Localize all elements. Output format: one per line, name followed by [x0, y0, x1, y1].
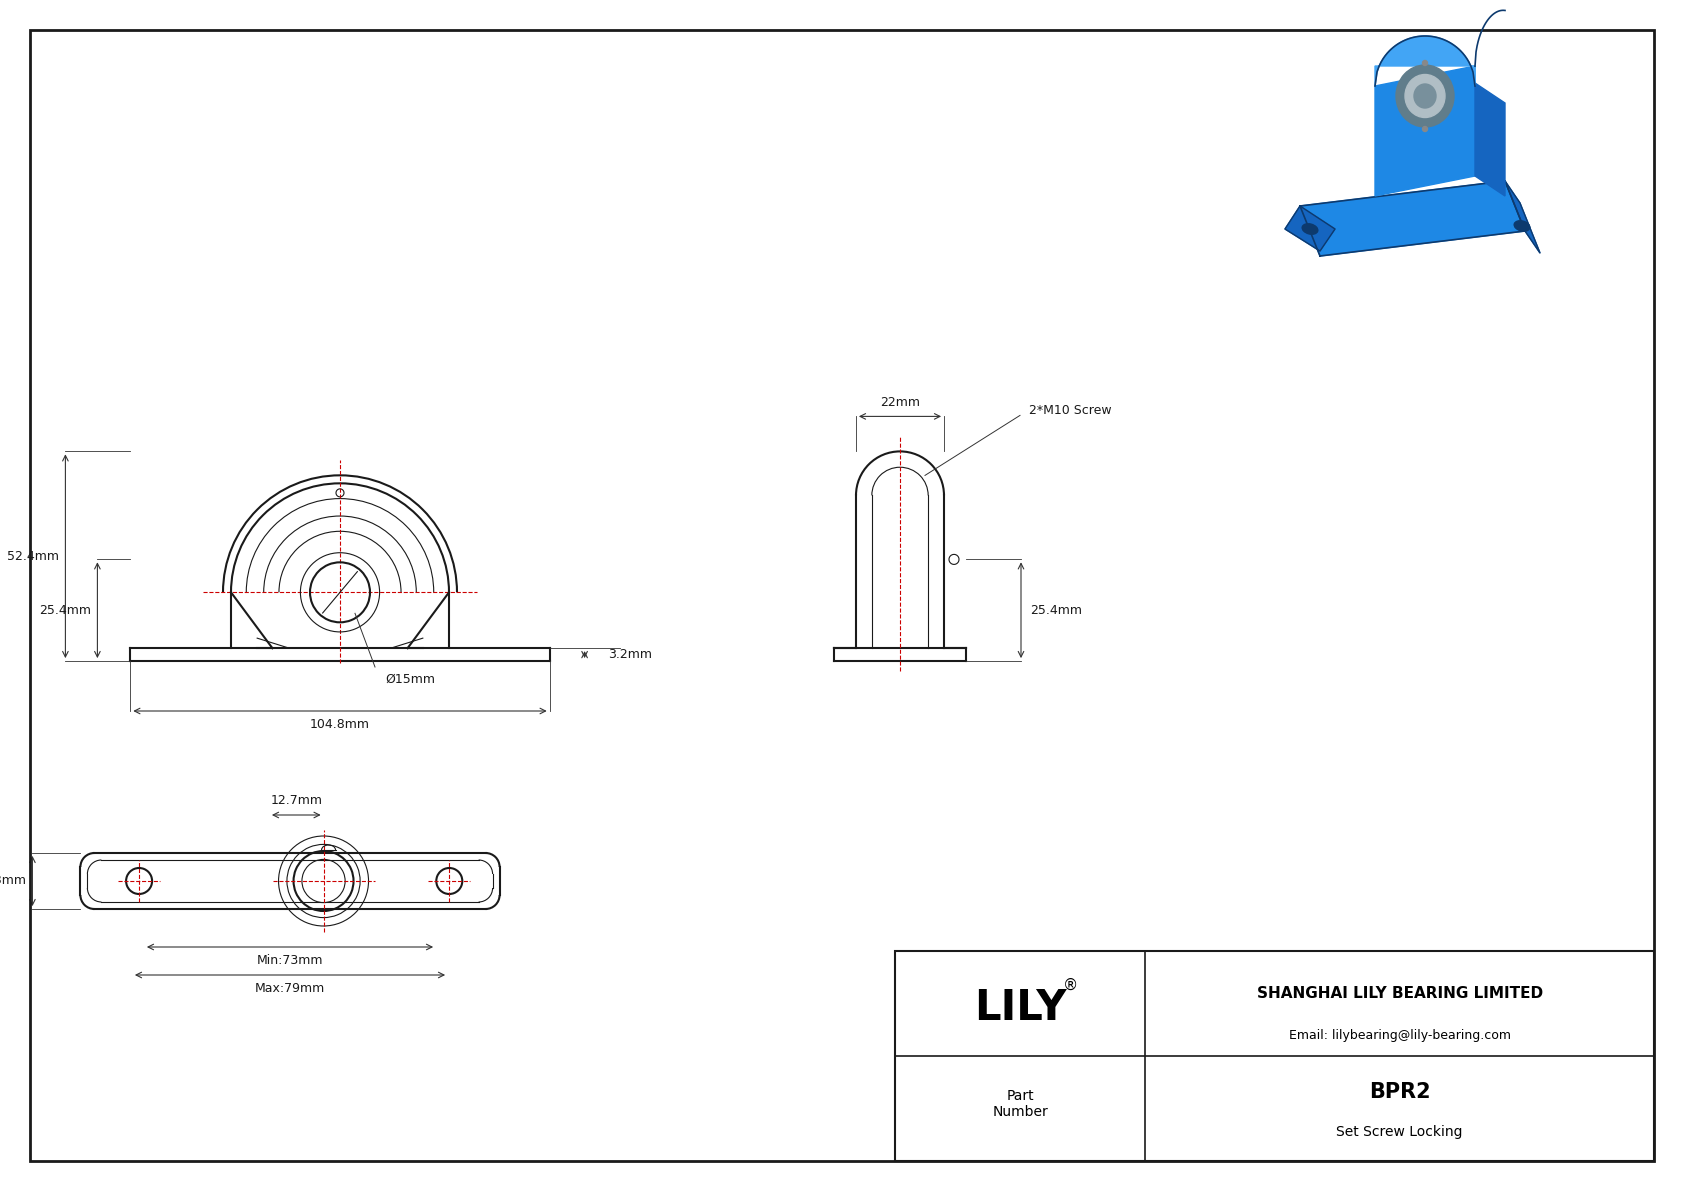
Ellipse shape — [1404, 75, 1445, 118]
Polygon shape — [1505, 181, 1539, 252]
Text: Max:79mm: Max:79mm — [254, 983, 325, 996]
Text: 104.8mm: 104.8mm — [310, 718, 370, 731]
Ellipse shape — [1423, 126, 1428, 131]
Polygon shape — [1475, 83, 1505, 197]
Text: BPR2: BPR2 — [1369, 1081, 1430, 1102]
Bar — [894, 950, 1654, 1161]
Polygon shape — [1300, 181, 1526, 256]
Text: Part
Number: Part Number — [992, 1090, 1047, 1120]
Text: 25.4mm: 25.4mm — [1031, 604, 1083, 617]
Text: SHANGHAI LILY BEARING LIMITED: SHANGHAI LILY BEARING LIMITED — [1256, 985, 1543, 1000]
Text: Set Screw Locking: Set Screw Locking — [1337, 1124, 1463, 1139]
Text: ®: ® — [1063, 978, 1078, 993]
Text: 3.2mm: 3.2mm — [608, 648, 652, 661]
Text: 10.3mm: 10.3mm — [0, 874, 27, 887]
Text: 25.4mm: 25.4mm — [39, 604, 91, 617]
Ellipse shape — [1396, 66, 1453, 127]
Polygon shape — [1285, 206, 1335, 251]
Text: Ø15mm: Ø15mm — [386, 673, 434, 686]
Ellipse shape — [1423, 61, 1428, 66]
Polygon shape — [1376, 36, 1475, 86]
Ellipse shape — [1302, 224, 1319, 235]
Text: LILY: LILY — [973, 986, 1066, 1029]
Text: 2*M10 Screw: 2*M10 Screw — [1029, 404, 1111, 417]
Text: 22mm: 22mm — [881, 395, 919, 409]
Text: 52.4mm: 52.4mm — [7, 550, 59, 562]
Ellipse shape — [1415, 85, 1436, 108]
Polygon shape — [1376, 66, 1475, 197]
Text: Email: lilybearing@lily-bearing.com: Email: lilybearing@lily-bearing.com — [1288, 1029, 1511, 1041]
Text: Min:73mm: Min:73mm — [256, 954, 323, 967]
Ellipse shape — [1514, 220, 1529, 231]
Text: 12.7mm: 12.7mm — [271, 794, 322, 807]
